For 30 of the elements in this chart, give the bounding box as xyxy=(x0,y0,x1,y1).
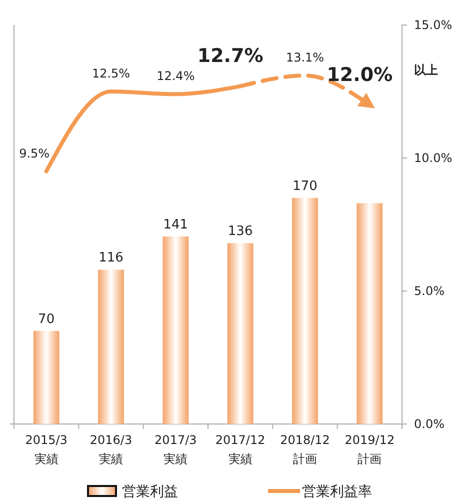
y2-tick-label: 10.0% xyxy=(414,151,452,166)
bar xyxy=(227,243,254,424)
data-label: 9.5% xyxy=(19,146,50,160)
y2-tick-label: 5.0% xyxy=(414,284,444,298)
data-label: 141 xyxy=(163,217,188,232)
data-label: 12.4% xyxy=(156,69,195,84)
bar xyxy=(162,236,189,424)
data-label: 12.5% xyxy=(92,66,130,80)
data-label: 116 xyxy=(98,250,124,266)
legend-label: 営業利益 xyxy=(122,484,178,500)
x-tick-label: 2017/12 実績 xyxy=(215,433,266,466)
bar xyxy=(356,203,383,424)
bar xyxy=(292,198,318,424)
data-label: 13.1% xyxy=(286,50,324,65)
x-tick-label: 2017/3 実績 xyxy=(154,433,197,466)
x-tick-label: 2016/3 実績 xyxy=(90,433,132,466)
x-tick-label: 2019/12 計画 xyxy=(344,433,395,466)
data-label: 12.0% xyxy=(326,64,393,86)
data-label: 70 xyxy=(38,312,55,327)
y2-tick-label: 0.0% xyxy=(414,417,444,432)
x-tick-label: 2015/3 実績 xyxy=(25,433,68,466)
legend-label: 営業利益率 xyxy=(302,484,372,500)
x-tick-label: 2018/12 計画 xyxy=(280,433,330,466)
y2-tick-label: 15.0% xyxy=(414,18,452,32)
bar xyxy=(33,330,60,424)
text: 以上 xyxy=(414,63,438,78)
data-label: 12.7% xyxy=(197,45,264,68)
data-label: 170 xyxy=(292,178,318,194)
data-label: 136 xyxy=(228,224,253,240)
bar xyxy=(98,270,124,424)
